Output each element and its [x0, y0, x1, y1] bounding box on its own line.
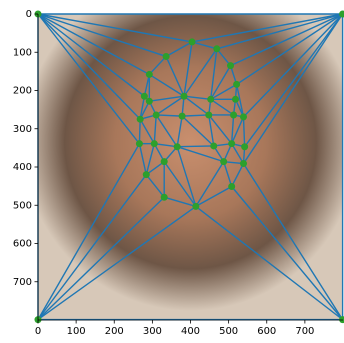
point: [207, 96, 214, 103]
point: [189, 38, 196, 45]
x-tick-label: 200: [105, 326, 124, 337]
point: [227, 62, 234, 69]
point: [228, 140, 235, 147]
point: [174, 143, 181, 150]
point: [137, 116, 144, 123]
point: [181, 93, 188, 100]
point: [163, 53, 170, 60]
point: [230, 111, 237, 118]
point: [151, 140, 158, 147]
point: [220, 158, 227, 165]
point: [179, 113, 186, 120]
x-tick-label: 500: [219, 326, 238, 337]
x-tick-label: 300: [143, 326, 162, 337]
point: [233, 81, 240, 88]
y-tick-label: 400: [13, 162, 32, 173]
y-tick-label: 100: [13, 47, 32, 58]
point: [146, 98, 153, 105]
point: [136, 140, 143, 147]
point: [153, 111, 160, 118]
y-tick-label: 500: [13, 200, 32, 211]
point: [143, 171, 150, 178]
x-tick-label: 0: [35, 326, 41, 337]
x-tick-label: 600: [257, 326, 276, 337]
point: [161, 194, 168, 201]
point: [146, 71, 153, 78]
photo: [38, 14, 343, 320]
y-tick-label: 0: [26, 9, 32, 20]
point: [240, 113, 247, 120]
point: [241, 143, 248, 150]
x-tick-label: 700: [295, 326, 314, 337]
point: [232, 96, 239, 103]
y-tick-label: 200: [13, 86, 32, 97]
triangle-edge: [139, 119, 140, 143]
chart: 0 100 200 300 400 500 600 700 0 100 200 300 400 500 60…: [0, 0, 344, 343]
point: [228, 183, 235, 190]
point: [192, 203, 199, 210]
y-tick-label: 600: [13, 239, 32, 250]
y-tick-label: 700: [13, 277, 32, 288]
point: [210, 142, 217, 149]
triangle-edge: [177, 146, 214, 147]
y-tick-label: 300: [13, 124, 32, 135]
point: [240, 160, 247, 167]
point: [141, 93, 148, 100]
point: [205, 111, 212, 118]
x-tick-label: 400: [181, 326, 200, 337]
point: [161, 158, 168, 165]
x-tick-label: 100: [67, 326, 86, 337]
point: [213, 45, 220, 52]
